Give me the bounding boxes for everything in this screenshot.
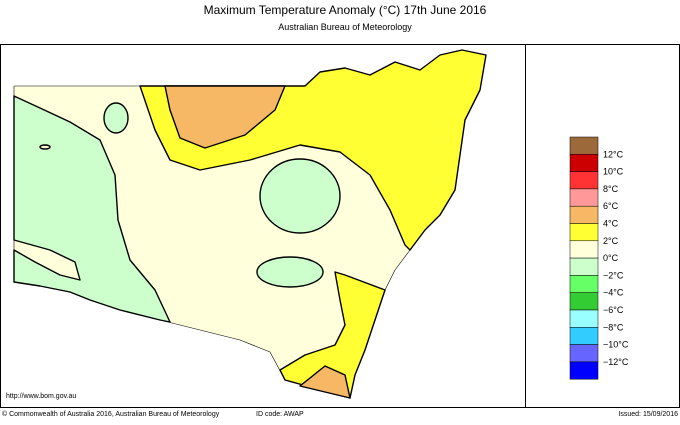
legend-label: 0°C	[603, 253, 619, 263]
legend-swatch	[569, 136, 599, 155]
region-green-south	[256, 256, 324, 288]
legend-label: −2°C	[603, 270, 624, 280]
legend-swatch	[569, 275, 599, 293]
source-url: http://www.bom.gov.au	[6, 393, 76, 400]
legend-swatch	[569, 344, 599, 363]
title: Maximum Temperature Anomaly (°C) 17th Ju…	[204, 3, 487, 17]
legend-label: −4°C	[603, 288, 624, 298]
legend-swatch	[569, 171, 599, 190]
legend-label: 6°C	[603, 201, 619, 211]
legend-label: −10°C	[603, 340, 629, 350]
legend-swatch	[569, 240, 599, 259]
copyright: © Commonwealth of Australia 2016, Austra…	[2, 410, 220, 418]
legend-label: 12°C	[603, 149, 624, 159]
legend-label: −6°C	[603, 305, 624, 315]
legend-swatch	[569, 292, 599, 311]
region-green-central	[259, 158, 341, 234]
legend-label: −12°C	[603, 357, 629, 367]
region-orange-north	[164, 85, 286, 149]
legend-swatch	[569, 188, 599, 207]
legend-swatch	[569, 257, 599, 276]
legend-label: 2°C	[603, 236, 619, 246]
map	[13, 49, 487, 399]
legend-swatch	[569, 223, 599, 242]
region-orange-south	[299, 365, 351, 399]
legend-swatch	[569, 205, 599, 224]
legend-swatch	[569, 327, 599, 345]
subtitle: Australian Bureau of Meteorology	[278, 22, 412, 32]
legend-swatch	[569, 309, 599, 328]
legend-swatch	[569, 361, 599, 380]
region-green-small	[103, 102, 129, 134]
id-code: ID code: AWAP	[256, 411, 304, 418]
legend-label: 8°C	[603, 184, 619, 194]
legend-label: 4°C	[603, 219, 619, 229]
region-green-west	[13, 95, 171, 323]
legend-label: 10°C	[603, 167, 624, 177]
legend: 12°C 10°C 8°C 6°C 4°C 2°C 0°C −2°C −4°C −6°C −8°C −…	[569, 136, 629, 380]
issued: Issued: 15/09/2016	[618, 411, 678, 418]
legend-swatch	[569, 154, 599, 172]
region-small-loop	[39, 144, 51, 150]
legend-label: −8°C	[603, 322, 624, 332]
